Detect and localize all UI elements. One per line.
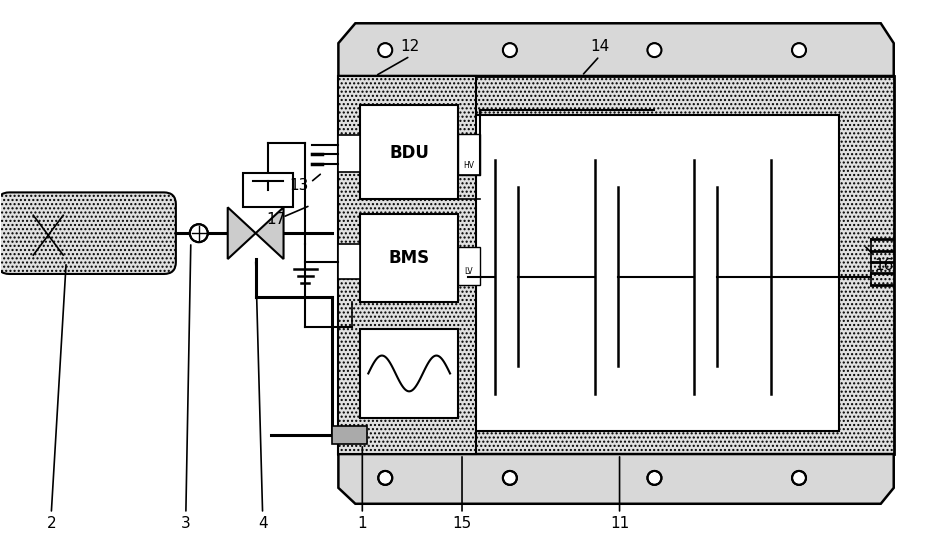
Text: 4: 4 <box>257 516 267 531</box>
Bar <box>360 329 458 418</box>
Circle shape <box>503 43 517 57</box>
Circle shape <box>503 471 517 485</box>
Bar <box>242 173 292 207</box>
Circle shape <box>791 43 805 57</box>
Text: 17: 17 <box>266 212 285 227</box>
Circle shape <box>791 43 805 57</box>
Text: LV: LV <box>464 267 473 277</box>
Text: 16: 16 <box>873 258 893 272</box>
Text: BDU: BDU <box>388 143 429 162</box>
Text: 14: 14 <box>590 39 608 54</box>
Text: 13: 13 <box>288 178 308 193</box>
Text: 11: 11 <box>609 516 628 531</box>
Bar <box>338 76 893 454</box>
Circle shape <box>378 43 392 57</box>
Text: HV: HV <box>463 161 474 170</box>
Circle shape <box>647 43 661 57</box>
Bar <box>467 115 838 431</box>
Polygon shape <box>338 23 893 76</box>
Text: 1: 1 <box>358 516 367 531</box>
Bar <box>360 214 458 302</box>
Text: 2: 2 <box>47 516 56 531</box>
Polygon shape <box>256 207 284 259</box>
Text: 3: 3 <box>181 516 191 531</box>
Circle shape <box>503 43 517 57</box>
Bar <box>332 426 367 444</box>
FancyBboxPatch shape <box>0 192 176 274</box>
Circle shape <box>791 471 805 485</box>
Bar <box>458 134 479 176</box>
Circle shape <box>378 471 392 485</box>
Circle shape <box>190 224 208 242</box>
Circle shape <box>647 43 661 57</box>
Text: 12: 12 <box>400 39 419 54</box>
Circle shape <box>378 43 392 57</box>
Bar <box>458 247 479 285</box>
Text: 15: 15 <box>452 516 471 531</box>
Bar <box>338 244 360 279</box>
Text: BMS: BMS <box>388 249 430 267</box>
Circle shape <box>647 471 661 485</box>
Bar <box>338 135 360 172</box>
Polygon shape <box>227 207 256 259</box>
Polygon shape <box>338 454 893 504</box>
Bar <box>338 76 475 454</box>
Bar <box>360 105 458 199</box>
